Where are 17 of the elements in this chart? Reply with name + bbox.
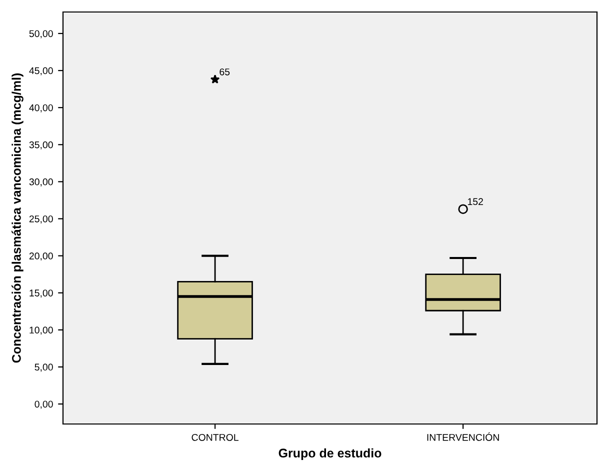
annotation: 152 (468, 198, 483, 206)
y-tick-label: 30,00 (29, 178, 53, 186)
y-tick-label: 15,00 (30, 290, 53, 298)
x-tick-label: CONTROL (192, 434, 238, 441)
y-tick-label: 20,00 (29, 252, 53, 261)
y-tick-label: 5,00 (34, 364, 53, 372)
y-tick-label: 0,00 (34, 400, 53, 409)
y-tick-label: 35,00 (29, 141, 53, 150)
y-tick-label: 25,00 (29, 215, 53, 224)
y-tick-label: 10,00 (30, 326, 53, 335)
x-tick-label: INTERVENCIÓN (427, 432, 499, 441)
y-tick-label: 45,00 (29, 67, 53, 76)
y-tick-label: 50,00 (29, 30, 53, 38)
annotation: 65 (220, 68, 230, 76)
y-axis-title: Concentración plasmática vancomicina (mcg/ml) (12, 73, 24, 363)
y-tick-label: 40,00 (29, 104, 53, 112)
x-axis-title: Grupo de estudio (278, 448, 382, 460)
